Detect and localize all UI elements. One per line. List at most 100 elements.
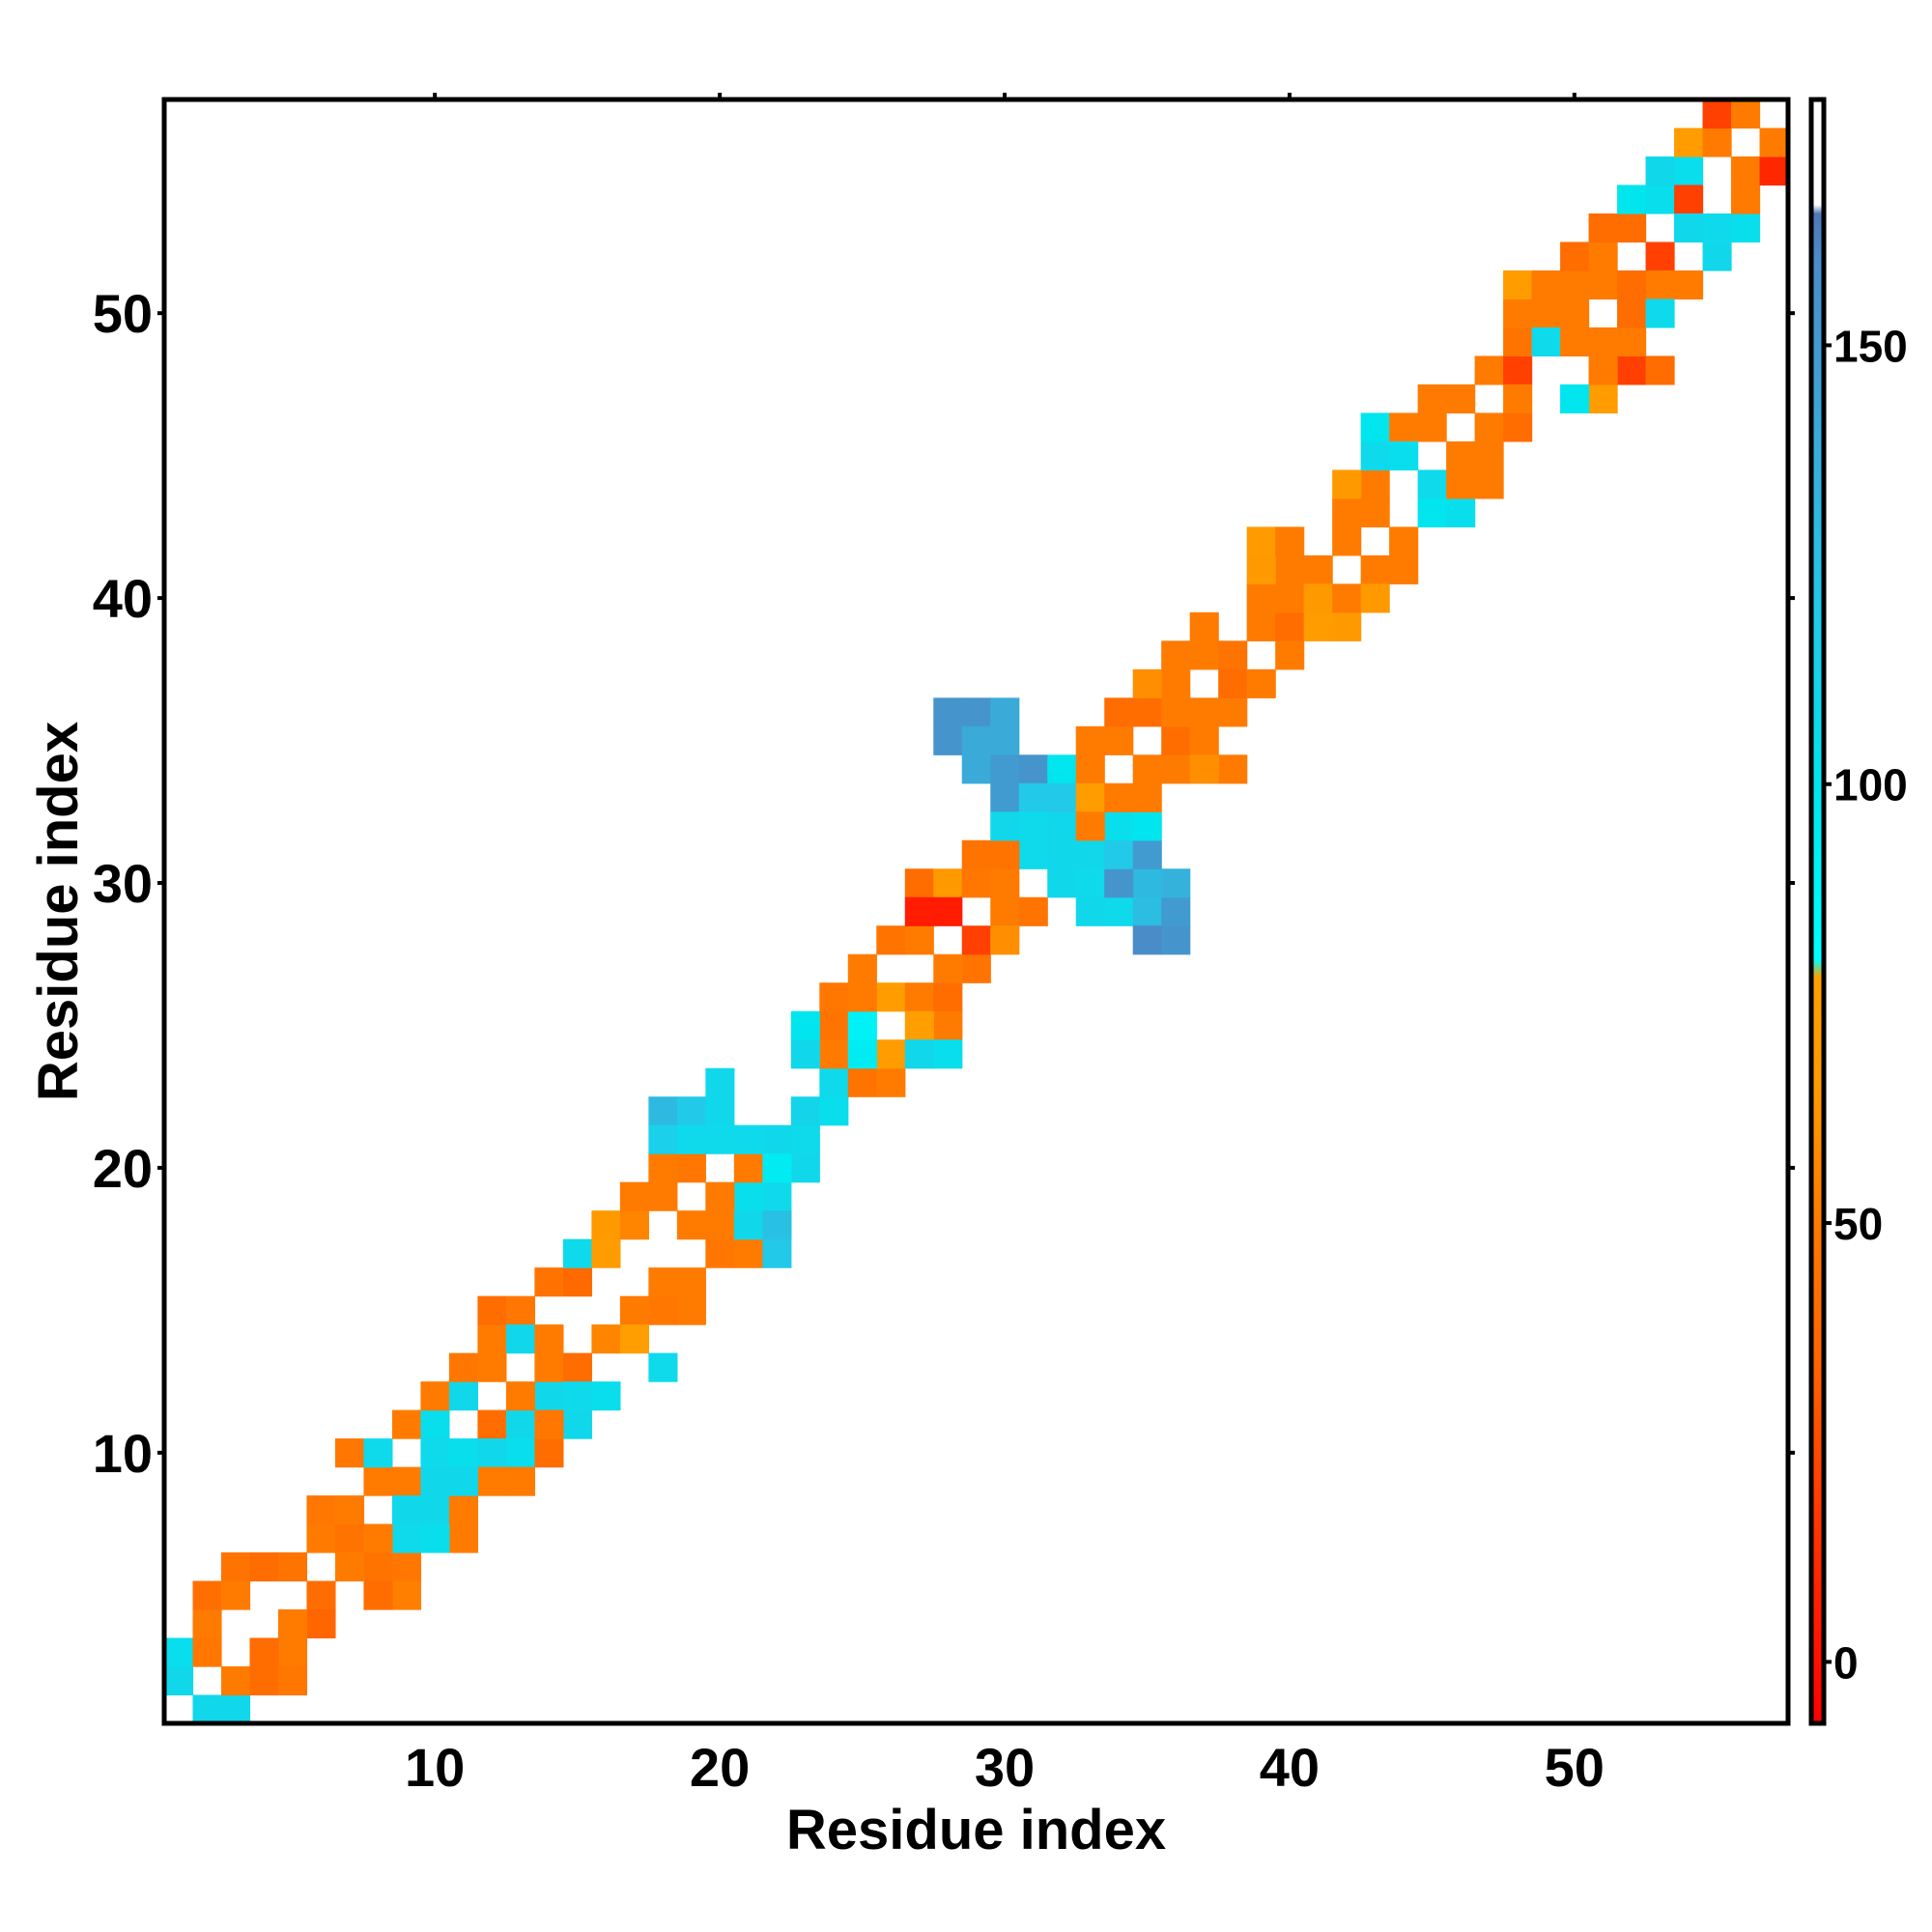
heatmap-cell bbox=[990, 725, 1020, 755]
heatmap-cell bbox=[1218, 640, 1248, 670]
heatmap-cell bbox=[790, 1039, 820, 1069]
heatmap-cell bbox=[1075, 754, 1105, 784]
heatmap-cell bbox=[1275, 526, 1305, 556]
heatmap-cell bbox=[249, 1666, 279, 1696]
heatmap-cell bbox=[1731, 185, 1761, 214]
x-tick-label: 20 bbox=[690, 1737, 750, 1798]
heatmap-cell bbox=[1617, 298, 1647, 328]
heatmap-cell bbox=[477, 1438, 507, 1468]
heatmap-cell bbox=[1446, 497, 1476, 527]
heatmap-cell bbox=[1503, 412, 1533, 442]
heatmap-cell bbox=[420, 1523, 450, 1553]
heatmap-cell bbox=[1417, 384, 1447, 413]
heatmap-cell bbox=[534, 1267, 564, 1297]
heatmap-cell bbox=[1588, 327, 1618, 357]
heatmap-cell bbox=[847, 1067, 877, 1097]
heatmap-cell bbox=[1218, 697, 1248, 727]
heatmap-cell bbox=[961, 839, 991, 869]
heatmap-cell bbox=[1759, 128, 1789, 157]
heatmap-cell bbox=[990, 811, 1020, 841]
heatmap-cell bbox=[1674, 270, 1704, 300]
heatmap-cell bbox=[1132, 868, 1162, 898]
heatmap-cell bbox=[192, 1580, 222, 1610]
heatmap-cell bbox=[733, 1181, 763, 1211]
heatmap-cell bbox=[1332, 611, 1362, 641]
heatmap-cell bbox=[1474, 355, 1504, 385]
heatmap-cell bbox=[505, 1466, 535, 1496]
heatmap-cell bbox=[420, 1495, 450, 1525]
heatmap-cell bbox=[1132, 754, 1162, 784]
heatmap-cell bbox=[1332, 583, 1362, 613]
heatmap-cell bbox=[676, 1295, 706, 1325]
heatmap-cell bbox=[1018, 811, 1048, 841]
heatmap-cell bbox=[1731, 99, 1761, 129]
heatmap-cell bbox=[1617, 355, 1647, 385]
heatmap-cell bbox=[648, 1181, 678, 1211]
heatmap-cell bbox=[961, 725, 991, 755]
heatmap-cell bbox=[1645, 185, 1675, 214]
heatmap-cell bbox=[705, 1067, 735, 1097]
x-tick-label: 30 bbox=[975, 1737, 1035, 1798]
colorbar-tick-label: 100 bbox=[1833, 760, 1908, 810]
heatmap-cell bbox=[1075, 896, 1105, 926]
heatmap-cell bbox=[1075, 725, 1105, 755]
heatmap-cell bbox=[1161, 896, 1191, 926]
heatmap-cell bbox=[933, 1039, 963, 1069]
heatmap-cell bbox=[448, 1523, 478, 1553]
heatmap-cell bbox=[1446, 469, 1476, 499]
heatmap-cell bbox=[1275, 554, 1305, 584]
heatmap-cell bbox=[1645, 242, 1675, 271]
heatmap-cell bbox=[676, 1096, 706, 1126]
heatmap-cell bbox=[733, 1238, 763, 1268]
heatmap-cell bbox=[1246, 526, 1276, 556]
heatmap-cell bbox=[619, 1324, 649, 1354]
heatmap-cell bbox=[1560, 298, 1590, 328]
heatmap-cell bbox=[933, 868, 963, 898]
heatmap-cell bbox=[733, 1210, 763, 1240]
heatmap-cell bbox=[1132, 668, 1162, 698]
heatmap-cell bbox=[676, 1210, 706, 1240]
heatmap-cell bbox=[534, 1352, 564, 1382]
heatmap-cell bbox=[477, 1295, 507, 1325]
heatmap-cell bbox=[1645, 298, 1675, 328]
heatmap-cell bbox=[1047, 811, 1077, 841]
heatmap-cell bbox=[1218, 754, 1248, 784]
heatmap-cell bbox=[1531, 298, 1561, 328]
heatmap-cells bbox=[164, 99, 1789, 1724]
heatmap-cell bbox=[990, 697, 1020, 727]
y-tick-label: 50 bbox=[93, 283, 153, 344]
heatmap-cell bbox=[1360, 412, 1390, 442]
heatmap-cell bbox=[1161, 868, 1191, 898]
heatmap-cell bbox=[562, 1267, 592, 1297]
heatmap-cell bbox=[1531, 327, 1561, 357]
heatmap-cell bbox=[762, 1124, 792, 1154]
heatmap-cell bbox=[1674, 156, 1704, 186]
heatmap-cell bbox=[1132, 896, 1162, 926]
heatmap-cell bbox=[648, 1124, 678, 1154]
heatmap-cell bbox=[847, 953, 877, 983]
heatmap-cell bbox=[1161, 640, 1191, 670]
heatmap-cell bbox=[1503, 298, 1533, 328]
heatmap-cell bbox=[1588, 242, 1618, 271]
heatmap-cell bbox=[648, 1153, 678, 1183]
heatmap-cell bbox=[391, 1495, 422, 1525]
heatmap-cell bbox=[363, 1580, 393, 1610]
heatmap-cell bbox=[1047, 782, 1077, 812]
heatmap-cell bbox=[420, 1381, 450, 1411]
heatmap-cell bbox=[961, 953, 991, 983]
heatmap-cell bbox=[277, 1609, 308, 1639]
heatmap-cell bbox=[1417, 497, 1447, 527]
heatmap-cell bbox=[1588, 213, 1618, 243]
y-tick-label: 10 bbox=[93, 1423, 153, 1484]
heatmap-cell bbox=[1189, 697, 1219, 727]
heatmap-cell bbox=[1332, 497, 1362, 527]
heatmap-cell bbox=[1503, 327, 1533, 357]
heatmap-cell bbox=[733, 1153, 763, 1183]
heatmap-cell bbox=[1303, 554, 1333, 584]
y-axis-title: Residue index bbox=[27, 722, 90, 1101]
heatmap-cell bbox=[534, 1324, 564, 1354]
heatmap-cell bbox=[904, 896, 934, 926]
heatmap-cell bbox=[277, 1552, 308, 1582]
heatmap-cell bbox=[1702, 128, 1732, 157]
heatmap-cell bbox=[1018, 754, 1048, 784]
